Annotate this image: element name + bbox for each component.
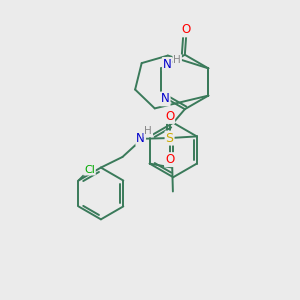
Text: H: H [173,55,181,65]
Text: S: S [166,132,174,145]
Text: O: O [165,153,174,166]
Text: O: O [182,23,191,36]
Text: H: H [145,126,152,136]
Text: Cl: Cl [84,165,95,175]
Text: N: N [136,132,145,145]
Text: N: N [161,92,170,105]
Text: O: O [165,110,174,123]
Text: N: N [163,58,172,71]
